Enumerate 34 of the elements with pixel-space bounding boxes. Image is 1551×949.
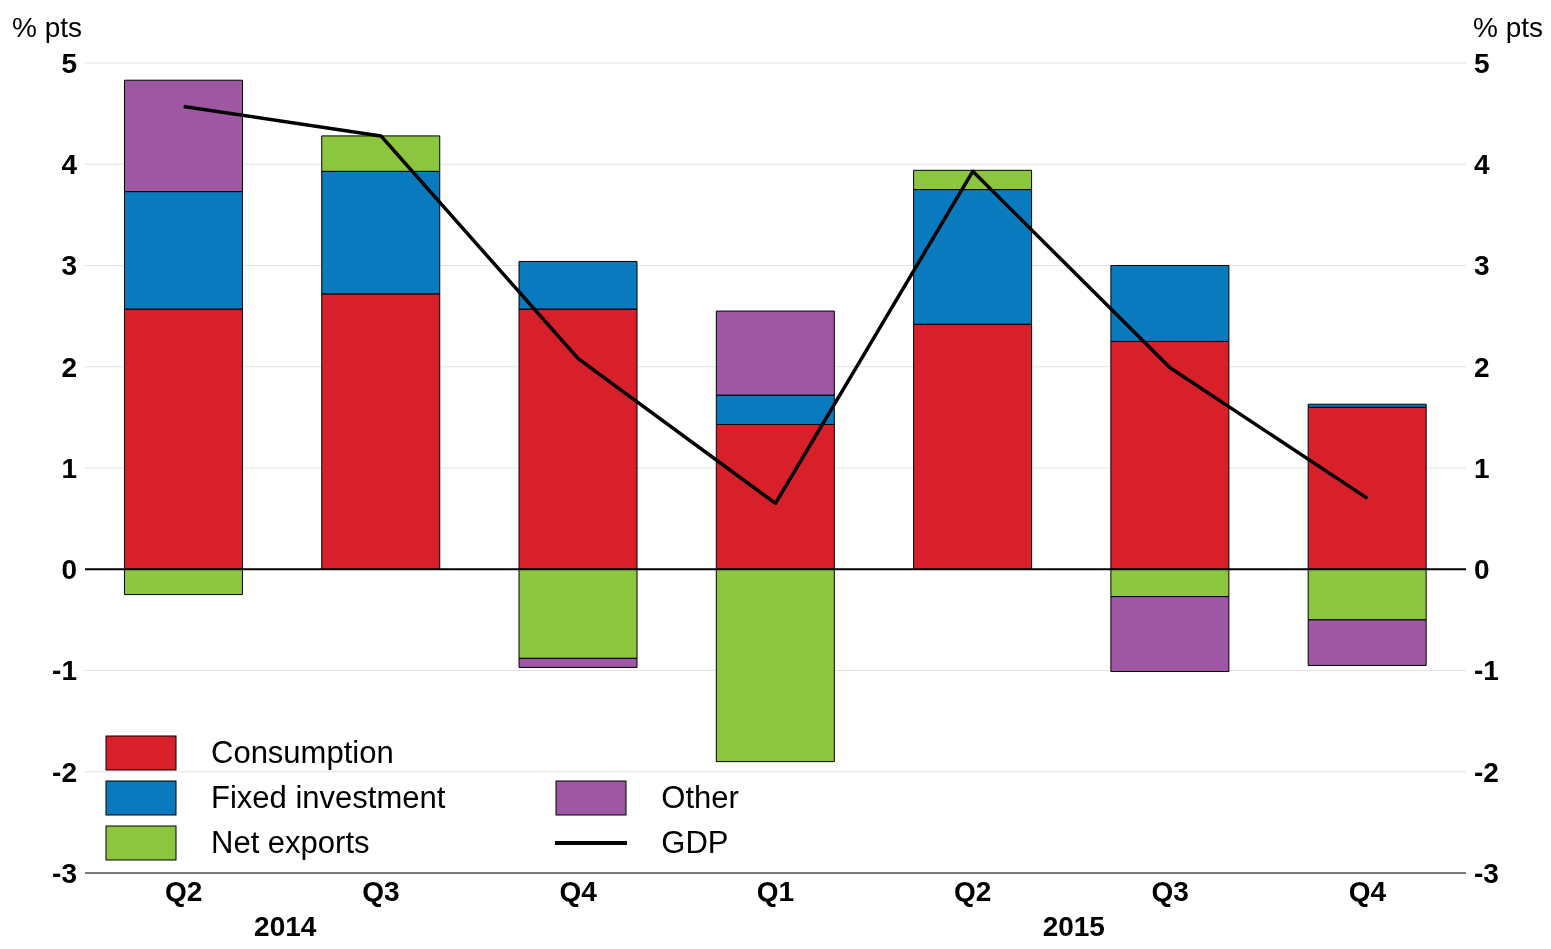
legend-label: GDP — [661, 825, 729, 861]
y-tick-label: 3 — [61, 250, 77, 282]
text: 2014 — [254, 911, 317, 943]
x-tick-label: Q2 — [954, 875, 992, 907]
text: 2015 — [1042, 911, 1105, 943]
y-tick-label: 4 — [61, 149, 78, 181]
y2-tick-label: 1 — [1474, 452, 1490, 484]
x-tick-label: Q1 — [756, 875, 795, 907]
x-tick-label: Q4 — [1348, 875, 1387, 907]
y2-tick-label: 4 — [1474, 149, 1490, 181]
y2-axis-title: % pts — [1472, 12, 1543, 44]
legend-label: Other — [661, 780, 739, 816]
y-axis-title: % pts — [12, 12, 83, 44]
legend-label: Net exports — [211, 825, 370, 861]
y2-tick-label: -3 — [1474, 857, 1499, 889]
y-tick-label: 1 — [61, 452, 77, 484]
x-tick-label: Q3 — [362, 875, 400, 907]
y2-tick-label: 0 — [1474, 554, 1490, 586]
y-tick-label: 5 — [61, 47, 77, 79]
y-tick-label: 2 — [61, 351, 77, 383]
legend-label: Consumption — [211, 735, 394, 771]
x-tick-label: Q3 — [1151, 875, 1189, 907]
y-tick-label: -3 — [52, 857, 77, 889]
y2-tick-label: -1 — [1474, 655, 1499, 687]
y2-tick-label: 3 — [1474, 250, 1490, 282]
y2-tick-label: -2 — [1474, 756, 1499, 788]
y2-tick-label: 5 — [1474, 47, 1490, 79]
y2-tick-label: 2 — [1474, 351, 1490, 383]
y-tick-label: -2 — [52, 756, 77, 788]
x-tick-label: Q2 — [164, 875, 203, 907]
x-tick-label: Q4 — [559, 875, 598, 907]
legend-label: Fixed investment — [211, 780, 446, 816]
y-tick-label: 0 — [61, 554, 77, 586]
y-tick-label: -1 — [52, 655, 77, 687]
